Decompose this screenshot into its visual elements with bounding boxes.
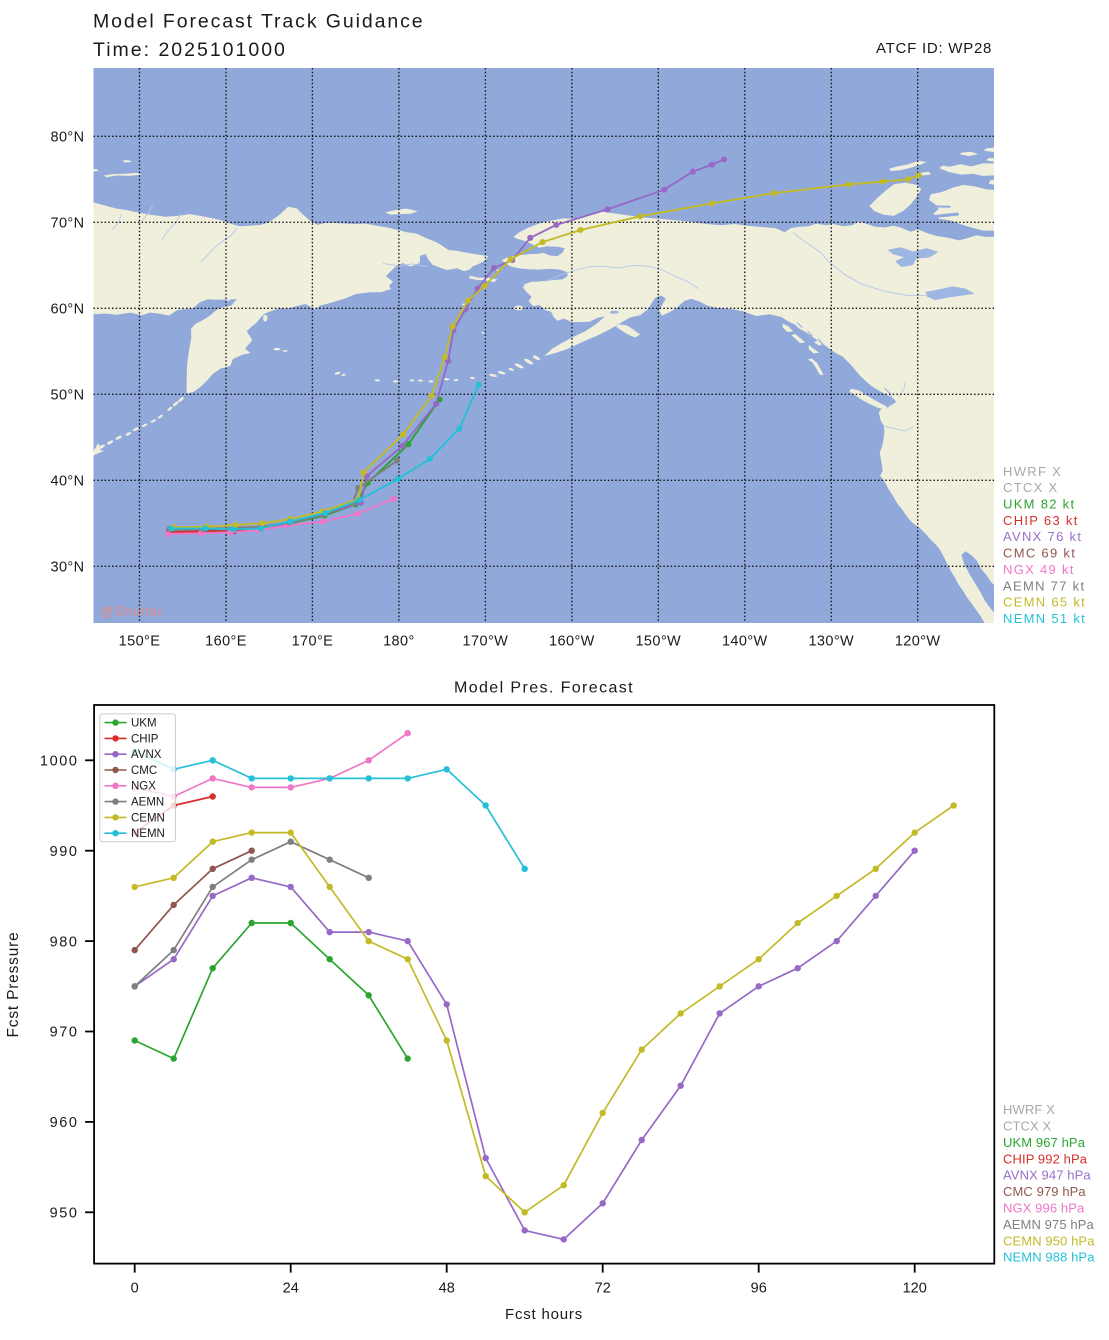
svg-text:Model Forecast Track Guidance: Model Forecast Track Guidance xyxy=(93,10,424,32)
svg-text:UKM 82 kt: UKM 82 kt xyxy=(1003,497,1075,512)
svg-text:50°N: 50°N xyxy=(51,387,85,403)
svg-text:960: 960 xyxy=(50,1115,79,1131)
svg-text:CEMN 950 hPa: CEMN 950 hPa xyxy=(1003,1233,1095,1248)
svg-text:970: 970 xyxy=(50,1025,79,1041)
svg-text:0: 0 xyxy=(131,1281,139,1297)
svg-text:CHIP 992 hPa: CHIP 992 hPa xyxy=(1003,1151,1088,1166)
svg-text:990: 990 xyxy=(50,844,79,860)
svg-text:120°W: 120°W xyxy=(895,634,941,650)
svg-text:60°N: 60°N xyxy=(51,301,85,317)
svg-text:CTCX X: CTCX X xyxy=(1003,480,1058,495)
svg-text:40°N: 40°N xyxy=(51,473,85,489)
svg-text:NGX 996 hPa: NGX 996 hPa xyxy=(1003,1201,1085,1216)
svg-text:NGX 49 kt: NGX 49 kt xyxy=(1003,562,1075,577)
svg-text:1000: 1000 xyxy=(40,754,79,770)
svg-text:170°E: 170°E xyxy=(292,634,334,650)
svg-text:CEMN 65 kt: CEMN 65 kt xyxy=(1003,595,1086,610)
svg-text:CMC: CMC xyxy=(131,765,157,777)
svg-text:30°N: 30°N xyxy=(51,559,85,575)
svg-text:180°: 180° xyxy=(383,634,415,650)
svg-text:170°W: 170°W xyxy=(463,634,509,650)
svg-text:CMC 979 hPa: CMC 979 hPa xyxy=(1003,1184,1086,1199)
svg-text:CHIP 63 kt: CHIP 63 kt xyxy=(1003,513,1079,528)
svg-text:NGX: NGX xyxy=(131,781,156,793)
svg-text:AVNX: AVNX xyxy=(131,749,162,761)
svg-text:24: 24 xyxy=(283,1281,299,1297)
svg-text:AEMN: AEMN xyxy=(131,797,164,809)
svg-text:72: 72 xyxy=(595,1281,611,1297)
svg-text:CTCX X: CTCX X xyxy=(1003,1119,1052,1134)
svg-text:Fcst Pressure: Fcst Pressure xyxy=(5,931,22,1037)
svg-text:96: 96 xyxy=(751,1281,767,1297)
svg-text:CMC 69 kt: CMC 69 kt xyxy=(1003,546,1076,561)
svg-text:NEMN 51 kt: NEMN 51 kt xyxy=(1003,611,1086,626)
svg-text:ATCF ID: WP28: ATCF ID: WP28 xyxy=(876,40,992,57)
svg-text:950: 950 xyxy=(50,1206,79,1222)
svg-text:HWRF X: HWRF X xyxy=(1003,464,1062,479)
svg-text:80°N: 80°N xyxy=(51,129,85,145)
svg-text:CHIP: CHIP xyxy=(131,733,159,745)
svg-text:@Shuitai: @Shuitai xyxy=(100,604,163,619)
svg-text:AVNX 76 kt: AVNX 76 kt xyxy=(1003,529,1082,544)
svg-text:120: 120 xyxy=(903,1281,927,1297)
svg-text:CEMN: CEMN xyxy=(131,812,165,824)
svg-text:140°W: 140°W xyxy=(722,634,768,650)
svg-text:UKM 967 hPa: UKM 967 hPa xyxy=(1003,1135,1086,1150)
svg-text:130°W: 130°W xyxy=(808,634,854,650)
svg-text:Model Pres. Forecast: Model Pres. Forecast xyxy=(454,680,634,697)
svg-text:48: 48 xyxy=(439,1281,455,1297)
svg-text:AEMN 77 kt: AEMN 77 kt xyxy=(1003,578,1085,593)
svg-text:160°E: 160°E xyxy=(205,634,247,650)
svg-text:160°W: 160°W xyxy=(549,634,595,650)
svg-text:NEMN 988 hPa: NEMN 988 hPa xyxy=(1003,1250,1095,1265)
svg-text:HWRF X: HWRF X xyxy=(1003,1102,1055,1117)
svg-text:70°N: 70°N xyxy=(51,215,85,231)
svg-text:AEMN 975 hPa: AEMN 975 hPa xyxy=(1003,1217,1094,1232)
svg-text:980: 980 xyxy=(50,934,79,950)
svg-text:Fcst hours: Fcst hours xyxy=(505,1306,583,1323)
svg-text:Time: 2025101000: Time: 2025101000 xyxy=(93,39,287,61)
svg-text:UKM: UKM xyxy=(131,718,157,730)
svg-text:NEMN: NEMN xyxy=(131,828,165,840)
svg-text:150°E: 150°E xyxy=(119,634,161,650)
svg-text:AVNX 947 hPa: AVNX 947 hPa xyxy=(1003,1168,1091,1183)
svg-text:150°W: 150°W xyxy=(635,634,681,650)
